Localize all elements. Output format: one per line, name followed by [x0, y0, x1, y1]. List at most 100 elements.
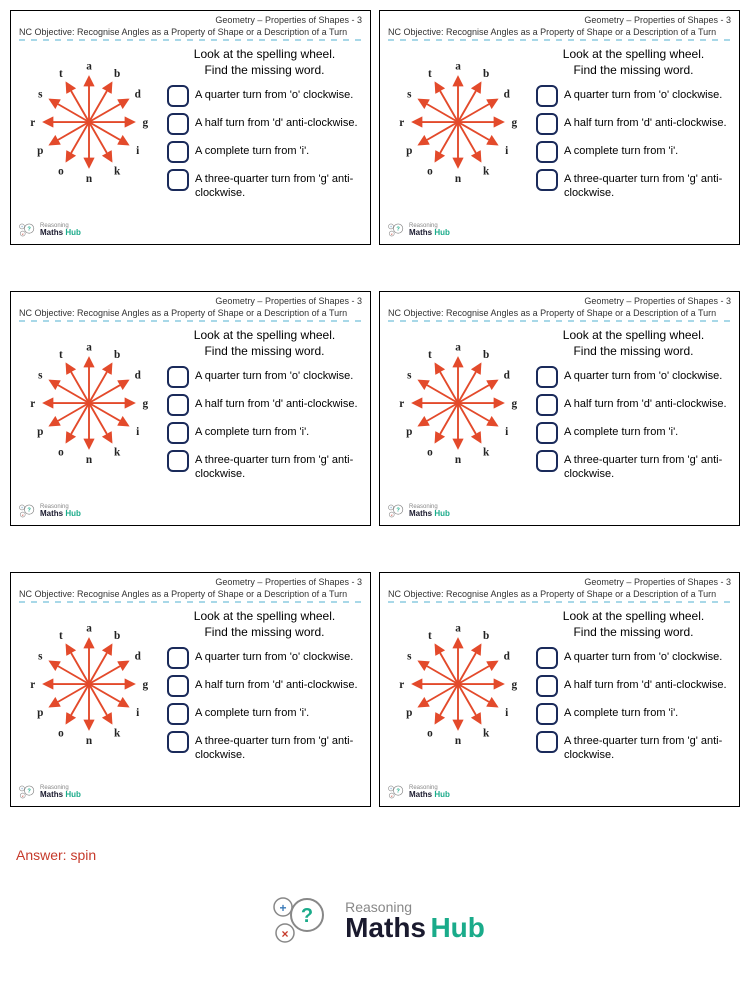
answer-checkbox[interactable] [167, 85, 189, 107]
divider [19, 601, 362, 603]
question-row: A half turn from 'd' anti-clockwise. [536, 113, 731, 135]
svg-text:t: t [59, 630, 63, 642]
card-logo: ? + × Reasoning Maths Hub [17, 784, 81, 800]
divider [388, 601, 731, 603]
instructions: Look at the spelling wheel. Find the mis… [167, 47, 362, 207]
nc-objective: NC Objective: Recognise Angles as a Prop… [388, 308, 731, 318]
answer-checkbox[interactable] [167, 113, 189, 135]
instruction-line: Look at the spelling wheel. [167, 328, 362, 342]
question-row: A half turn from 'd' anti-clockwise. [536, 394, 731, 416]
answer-checkbox[interactable] [536, 675, 558, 697]
instructions: Look at the spelling wheel. Find the mis… [167, 609, 362, 769]
spelling-wheel: abdgiknoprst [388, 47, 528, 197]
instructions: Look at the spelling wheel. Find the mis… [536, 47, 731, 207]
svg-text:t: t [428, 630, 432, 642]
svg-text:s: s [38, 89, 43, 101]
answer-checkbox[interactable] [536, 647, 558, 669]
svg-text:b: b [483, 68, 489, 80]
svg-text:i: i [505, 426, 508, 438]
divider [388, 320, 731, 322]
svg-text:i: i [136, 426, 139, 438]
card-logo: ? + × Reasoning Maths Hub [17, 222, 81, 238]
spelling-wheel: abdgiknoprst [19, 328, 159, 478]
answer-checkbox[interactable] [167, 647, 189, 669]
logo-text: Reasoning Maths Hub [345, 900, 485, 942]
answer-checkbox[interactable] [167, 675, 189, 697]
wheel-container: abdgiknoprst [19, 47, 159, 207]
question-text: A complete turn from 'i'. [195, 422, 309, 439]
svg-text:a: a [455, 342, 461, 354]
answer-checkbox[interactable] [167, 703, 189, 725]
question-list: A quarter turn from 'o' clockwise. A hal… [167, 647, 362, 763]
answer-checkbox[interactable] [536, 169, 558, 191]
nc-objective: NC Objective: Recognise Angles as a Prop… [388, 589, 731, 599]
svg-text:p: p [37, 426, 43, 438]
card-logo: ? + × Reasoning Maths Hub [386, 784, 450, 800]
svg-text:?: ? [396, 227, 400, 233]
svg-text:i: i [136, 707, 139, 719]
question-row: A three-quarter turn from 'g' anti-clock… [536, 731, 731, 763]
answer-checkbox[interactable] [536, 141, 558, 163]
svg-text:+: + [280, 901, 287, 915]
wheel-container: abdgiknoprst [388, 609, 528, 769]
instruction-line: Look at the spelling wheel. [167, 609, 362, 623]
svg-text:k: k [114, 727, 121, 739]
question-row: A complete turn from 'i'. [536, 703, 731, 725]
answer-checkbox[interactable] [536, 703, 558, 725]
question-list: A quarter turn from 'o' clockwise. A hal… [536, 85, 731, 201]
instruction-line: Look at the spelling wheel. [536, 47, 731, 61]
instruction-line: Find the missing word. [536, 63, 731, 77]
question-text: A three-quarter turn from 'g' anti-clock… [195, 450, 362, 482]
answer-checkbox[interactable] [536, 394, 558, 416]
wheel-container: abdgiknoprst [19, 609, 159, 769]
svg-text:?: ? [301, 905, 313, 927]
answer-checkbox[interactable] [536, 366, 558, 388]
card-header: Geometry – Properties of Shapes - 3 [19, 577, 362, 587]
svg-text:g: g [511, 117, 517, 129]
svg-text:r: r [30, 398, 35, 410]
question-text: A half turn from 'd' anti-clockwise. [564, 394, 727, 411]
instruction-line: Find the missing word. [536, 625, 731, 639]
answer-checkbox[interactable] [167, 169, 189, 191]
worksheet-grid: Geometry – Properties of Shapes - 3 NC O… [10, 10, 740, 807]
svg-text:n: n [455, 454, 462, 466]
svg-text:p: p [406, 707, 412, 719]
svg-text:p: p [406, 145, 412, 157]
question-text: A half turn from 'd' anti-clockwise. [564, 675, 727, 692]
answer-checkbox[interactable] [536, 450, 558, 472]
answer-checkbox[interactable] [536, 422, 558, 444]
nc-objective: NC Objective: Recognise Angles as a Prop… [19, 27, 362, 37]
instructions: Look at the spelling wheel. Find the mis… [536, 328, 731, 488]
svg-text:?: ? [27, 508, 31, 514]
question-row: A complete turn from 'i'. [536, 422, 731, 444]
question-row: A quarter turn from 'o' clockwise. [167, 647, 362, 669]
answer-checkbox[interactable] [167, 450, 189, 472]
svg-text:p: p [37, 145, 43, 157]
answer-checkbox[interactable] [167, 366, 189, 388]
answer-checkbox[interactable] [167, 731, 189, 753]
answer-checkbox[interactable] [536, 113, 558, 135]
answer-checkbox[interactable] [167, 394, 189, 416]
svg-text:o: o [427, 446, 433, 458]
svg-text:k: k [114, 446, 121, 458]
svg-text:×: × [22, 232, 24, 236]
instructions: Look at the spelling wheel. Find the mis… [536, 609, 731, 769]
answer-checkbox[interactable] [536, 85, 558, 107]
question-text: A quarter turn from 'o' clockwise. [564, 647, 722, 664]
svg-text:s: s [38, 370, 43, 382]
svg-text:t: t [428, 68, 432, 80]
question-row: A half turn from 'd' anti-clockwise. [167, 675, 362, 697]
question-text: A three-quarter turn from 'g' anti-clock… [564, 450, 731, 482]
svg-text:a: a [86, 61, 92, 73]
question-row: A three-quarter turn from 'g' anti-clock… [167, 450, 362, 482]
svg-text:t: t [59, 68, 63, 80]
answer-checkbox[interactable] [536, 731, 558, 753]
svg-text:o: o [58, 727, 64, 739]
svg-text:t: t [59, 349, 63, 361]
card-logo: ? + × Reasoning Maths Hub [17, 503, 81, 519]
answer-checkbox[interactable] [167, 141, 189, 163]
worksheet-card: Geometry – Properties of Shapes - 3 NC O… [10, 291, 371, 526]
svg-text:+: + [390, 506, 392, 510]
svg-text:i: i [505, 145, 508, 157]
answer-checkbox[interactable] [167, 422, 189, 444]
